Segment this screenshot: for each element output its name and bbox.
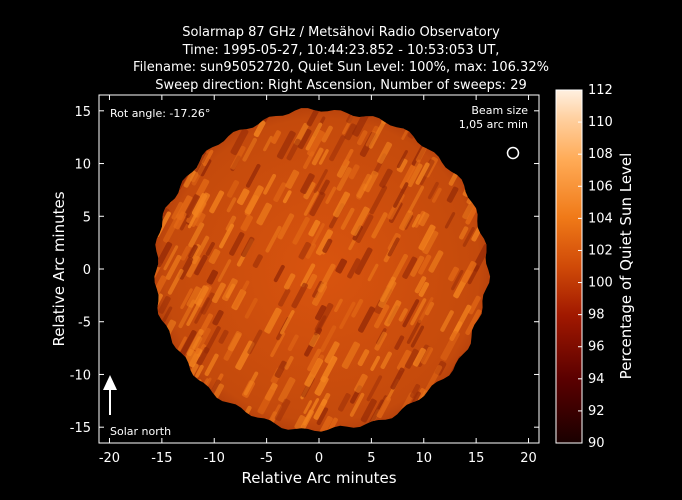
- colorbar-tick-label: 104: [588, 211, 613, 226]
- colorbar-tick-label: 92: [588, 404, 605, 419]
- y-tick-label: -15: [70, 421, 91, 436]
- colorbar-tick-label: 110: [588, 115, 613, 130]
- rot-angle-label: Rot angle: -17.26°: [110, 107, 210, 120]
- y-tick-label: 10: [74, 158, 91, 173]
- y-tick-label: 15: [74, 105, 91, 120]
- colorbar-tick-label: 94: [588, 372, 605, 387]
- beam-size-label-1: Beam size: [471, 104, 528, 117]
- colorbar-ticks: 112 110 108 106 104 102 100 98 96 94 92 90: [578, 83, 613, 451]
- colorbar-tick-label: 112: [588, 83, 613, 98]
- colorbar: [556, 90, 582, 443]
- x-tick-label: 0: [315, 451, 323, 466]
- x-tick-label: 5: [367, 451, 375, 466]
- y-axis-label: Relative Arc minutes: [50, 191, 68, 346]
- colorbar-label: Percentage of Quiet Sun Level: [617, 153, 635, 380]
- x-tick-label: -20: [99, 451, 120, 466]
- colorbar-tick-label: 98: [588, 308, 605, 323]
- y-tick-label: -10: [70, 368, 91, 383]
- solar-north-label: Solar north: [110, 425, 171, 438]
- x-tick-label: 10: [415, 451, 432, 466]
- beam-size-label-2: 1,05 arc min: [459, 118, 528, 131]
- colorbar-tick-label: 100: [588, 276, 613, 291]
- x-tick-label: 20: [520, 451, 537, 466]
- colorbar-tick-label: 102: [588, 243, 613, 258]
- x-tick-label: 15: [468, 451, 485, 466]
- colorbar-tick-label: 106: [588, 179, 613, 194]
- y-tick-label: 5: [83, 210, 91, 225]
- colorbar-tick-label: 90: [588, 436, 605, 451]
- x-axis-label: Relative Arc minutes: [241, 469, 396, 487]
- y-tick-label: -5: [78, 316, 91, 331]
- x-tick-label: -15: [151, 451, 172, 466]
- colorbar-tick-label: 108: [588, 147, 613, 162]
- x-tick-label: -5: [260, 451, 273, 466]
- x-tick-label: -10: [204, 451, 225, 466]
- colorbar-tick-label: 96: [588, 340, 605, 355]
- y-tick-label: 0: [83, 263, 91, 278]
